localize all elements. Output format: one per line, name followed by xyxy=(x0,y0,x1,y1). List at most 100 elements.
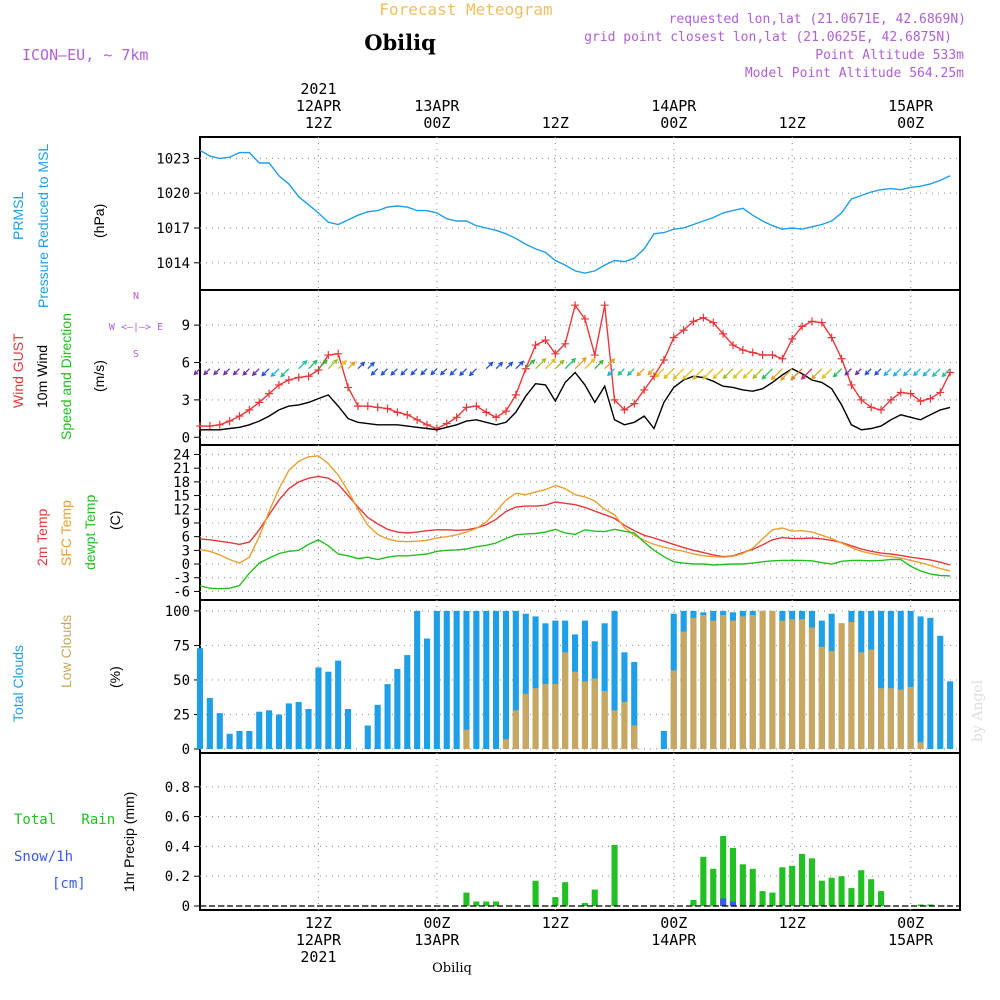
bar-3-0-15 xyxy=(345,709,352,749)
wind-arrow-10 xyxy=(298,359,308,370)
bar-4-0-27 xyxy=(463,892,470,906)
bar-3-1-50 xyxy=(690,617,697,749)
wind-arrow-47 xyxy=(654,368,665,378)
wind-arrow-44 xyxy=(627,368,635,377)
panel-frame-0 xyxy=(199,136,961,291)
gust-point-9 xyxy=(284,375,293,384)
ytick-label-0-3: 1023 xyxy=(156,151,190,167)
bar-4-0-54 xyxy=(729,847,736,906)
gust-point-5 xyxy=(245,405,254,414)
wind-arrow-28 xyxy=(468,368,477,377)
bar-3-0-28 xyxy=(473,610,480,749)
gust-point-26 xyxy=(452,413,461,422)
bar-4-0-34 xyxy=(532,880,539,906)
bar-3-0-42 xyxy=(611,610,618,749)
bar-4-0-40 xyxy=(591,889,598,906)
sfc-label: SFC Temp xyxy=(58,500,74,566)
bar-3-0-8 xyxy=(275,714,282,749)
bar-3-1-63 xyxy=(818,646,825,749)
gust-point-49 xyxy=(679,326,688,335)
bar-4-1-53 xyxy=(720,898,727,906)
wind-arrow-63 xyxy=(810,368,823,380)
wind-arrow-39 xyxy=(584,358,596,370)
chart-title: Forecast Meteogram xyxy=(379,0,552,19)
bar-3-0-75 xyxy=(937,635,944,749)
wind-arrow-5 xyxy=(242,368,250,376)
gust-point-25 xyxy=(442,419,451,428)
footer-location: Obiliq xyxy=(432,961,472,976)
ytick-label-2-6: 12 xyxy=(173,502,190,518)
gust-point-59 xyxy=(778,354,787,363)
bar-3-1-37 xyxy=(562,652,569,749)
gust-point-50 xyxy=(689,317,698,326)
gust-point-31 xyxy=(501,407,510,416)
gust-point-30 xyxy=(492,413,501,422)
bar-3-0-13 xyxy=(325,671,332,749)
ytick-label-4-4: 0.8 xyxy=(165,780,190,796)
panel-frame-4 xyxy=(199,752,961,911)
wind-arrow-46 xyxy=(647,368,655,376)
bar-3-0-73 xyxy=(917,616,924,749)
wind-arrow-27 xyxy=(459,368,467,377)
compass-n: N xyxy=(133,291,139,302)
plot-layer: 10141017102010230369-6-30369121518212402… xyxy=(156,80,961,966)
wind-arrow-22 xyxy=(410,368,418,376)
gust-point-16 xyxy=(353,402,362,411)
wind-arrow-71 xyxy=(892,368,902,377)
wind-arrow-56 xyxy=(742,368,754,379)
gust-point-45 xyxy=(640,385,649,394)
bar-3-0-23 xyxy=(424,638,431,749)
gust-point-19 xyxy=(383,404,392,413)
wind-arrow-41 xyxy=(604,358,616,370)
wind-arrow-49 xyxy=(672,368,685,380)
wind-unit: (m/s) xyxy=(91,360,107,392)
bar-4-0-66 xyxy=(848,888,855,906)
bar-4-0-30 xyxy=(493,901,500,906)
bar-3-0-24 xyxy=(433,610,440,749)
gust-point-40 xyxy=(590,351,599,360)
bottom-time-label-1-1: 13APR xyxy=(414,931,460,949)
bar-4-0-57 xyxy=(759,891,766,906)
bar-3-1-41 xyxy=(601,691,608,749)
bar-3-0-31 xyxy=(502,610,509,749)
gust-point-62 xyxy=(807,317,816,326)
bar-3-0-76 xyxy=(947,681,954,749)
gust-point-13 xyxy=(324,351,333,360)
gust-point-43 xyxy=(620,405,629,414)
wind-arrow-42 xyxy=(607,368,615,377)
wind-arrow-68 xyxy=(864,368,872,376)
gust-point-32 xyxy=(511,390,520,399)
top-time-label-5-1: 00Z xyxy=(897,114,924,132)
bar-3-0-12 xyxy=(315,667,322,749)
temp-unit: (C) xyxy=(107,511,123,530)
ytick-label-0-1: 1017 xyxy=(156,221,190,237)
bar-3-1-67 xyxy=(858,652,865,749)
gust-point-57 xyxy=(758,351,767,360)
bar-3-0-71 xyxy=(897,610,904,749)
top-time-label-0-2: 12Z xyxy=(305,114,332,132)
bar-3-0-9 xyxy=(285,703,292,749)
bar-3-0-5 xyxy=(246,731,253,749)
bar-3-0-4 xyxy=(236,731,243,749)
top-time-label-0-0: 2021 xyxy=(300,80,336,98)
ytick-label-2-8: 18 xyxy=(173,475,190,491)
bar-4-0-53 xyxy=(720,836,727,906)
gust-point-21 xyxy=(403,410,412,419)
bar-4-0-56 xyxy=(749,868,756,907)
wind-arrow-76 xyxy=(941,368,951,378)
wind-arrow-67 xyxy=(854,368,862,376)
wind-arrow-20 xyxy=(390,368,398,376)
bar-3-0-29 xyxy=(483,610,490,749)
gust-point-8 xyxy=(274,380,283,389)
ytick-label-4-0: 0 xyxy=(182,899,190,915)
gust-point-44 xyxy=(630,399,639,408)
gust-point-56 xyxy=(748,348,757,357)
gust-label: Wind GUST xyxy=(10,333,26,408)
gust-point-20 xyxy=(393,408,402,417)
compass-s: S xyxy=(133,349,139,360)
bar-4-0-28 xyxy=(473,901,480,906)
bar-4-0-59 xyxy=(779,867,786,906)
cloud-unit: (%) xyxy=(107,666,123,688)
dew-label: dewpt Temp xyxy=(82,495,98,570)
gust-point-65 xyxy=(837,354,846,363)
